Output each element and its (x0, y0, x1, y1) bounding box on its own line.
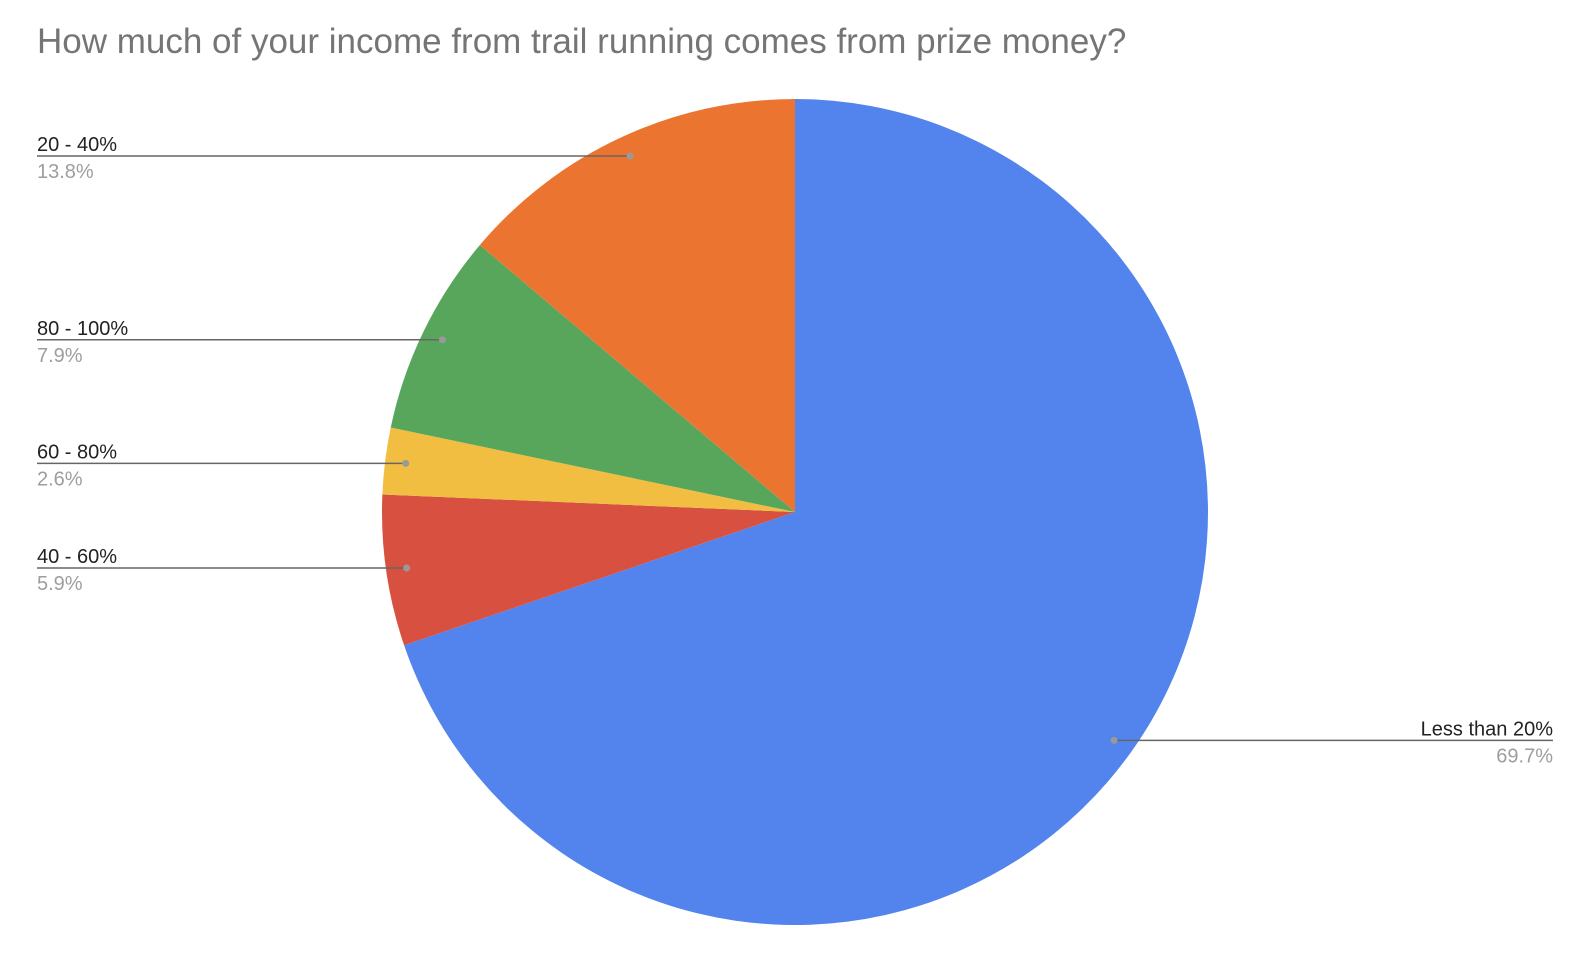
pie-slice-4 (479, 99, 795, 512)
pie-slice-2 (382, 427, 795, 512)
slice-value-label: 69.7% (1496, 745, 1553, 767)
chart-title: How much of your income from trail runni… (37, 22, 1127, 61)
leader-dot-2 (402, 459, 410, 467)
leader-dot-0 (1110, 736, 1118, 744)
slice-value-label: 13.8% (37, 161, 94, 183)
leader-dot-3 (438, 336, 446, 344)
slice-label: 80 - 100% (37, 318, 128, 340)
slice-label: 60 - 80% (37, 441, 117, 463)
slice-value-label: 7.9% (37, 345, 83, 367)
pie-slice-1 (382, 494, 795, 646)
pie-slice-0 (404, 99, 1209, 925)
slice-label: 20 - 40% (37, 134, 117, 156)
slice-label: 40 - 60% (37, 546, 117, 568)
slice-value-label: 5.9% (37, 573, 83, 595)
slice-value-label: 2.6% (37, 468, 83, 490)
slice-label: Less than 20% (1421, 718, 1554, 740)
leader-dot-1 (403, 564, 411, 572)
leader-dot-4 (626, 152, 634, 160)
pie-slice-3 (390, 245, 795, 512)
